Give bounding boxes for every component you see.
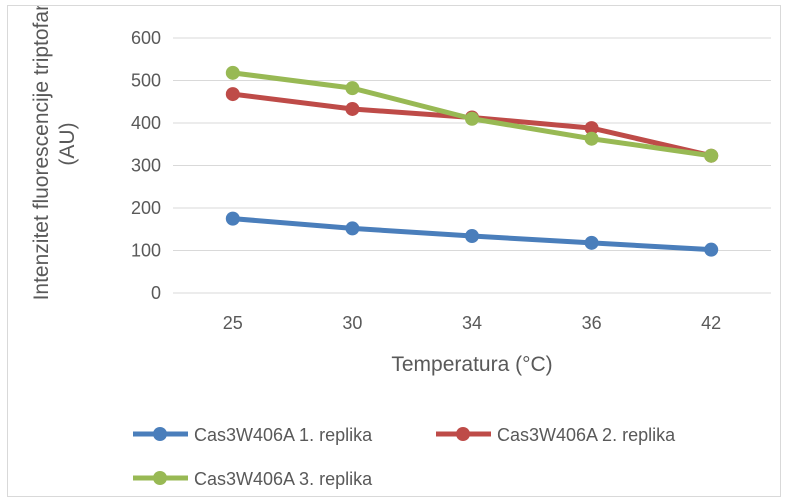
y-tick-label: 300	[131, 156, 161, 176]
legend-marker	[153, 427, 167, 441]
data-point	[465, 229, 479, 244]
x-tick-label: 36	[582, 313, 602, 333]
legend-label: Cas3W406A 3. replika	[194, 469, 373, 489]
data-point	[225, 87, 240, 102]
y-tick-label: 600	[131, 28, 161, 48]
legend-label: Cas3W406A 1. replika	[194, 425, 373, 445]
y-tick-label: 0	[151, 283, 161, 303]
x-axis-title: Temperatura (°C)	[391, 353, 552, 376]
x-tick-label: 42	[701, 313, 721, 333]
legend-entry: Cas3W406A 3. replika	[133, 469, 373, 489]
y-tick-label: 100	[131, 241, 161, 261]
line-chart: 0 100 200 300 400 500 600 25 30 34 36 42 Intenzite…	[30, 0, 771, 489]
y-tick-label: 400	[131, 113, 161, 133]
x-tick-label: 25	[223, 313, 243, 333]
series-1	[225, 211, 719, 257]
legend: Cas3W406A 1. replika Cas3W406A 2. replika…	[133, 425, 676, 489]
legend-label: Cas3W406A 2. replika	[497, 425, 676, 445]
legend-entry: Cas3W406A 2. replika	[436, 425, 676, 445]
data-point	[465, 111, 479, 126]
data-point	[704, 242, 719, 257]
y-tick-label: 200	[131, 198, 161, 218]
x-tick-label: 30	[342, 313, 362, 333]
series-3	[225, 65, 719, 163]
data-point	[584, 235, 599, 250]
y-axis-title-line-2: (AU)	[56, 122, 79, 165]
data-point	[345, 221, 360, 236]
y-axis-title-line-1: Intenzitet fluorescencije triptofana	[30, 6, 53, 300]
data-point	[225, 211, 240, 226]
series-lines	[225, 65, 719, 257]
data-point	[345, 101, 360, 116]
data-point	[584, 131, 599, 146]
x-tick-labels: 25 30 34 36 42	[223, 313, 721, 333]
data-point	[584, 121, 599, 136]
x-tick-label: 34	[462, 313, 482, 333]
y-tick-label: 500	[131, 71, 161, 91]
legend-marker	[153, 471, 167, 485]
data-point	[704, 148, 719, 163]
legend-marker	[456, 427, 470, 441]
data-point	[225, 65, 240, 80]
data-point	[345, 81, 360, 96]
legend-entry: Cas3W406A 1. replika	[133, 425, 373, 445]
y-tick-labels: 0 100 200 300 400 500 600	[131, 28, 161, 303]
chart-container: 0 100 200 300 400 500 600 25 30 34 36 42 Intenzite…	[7, 0, 781, 497]
